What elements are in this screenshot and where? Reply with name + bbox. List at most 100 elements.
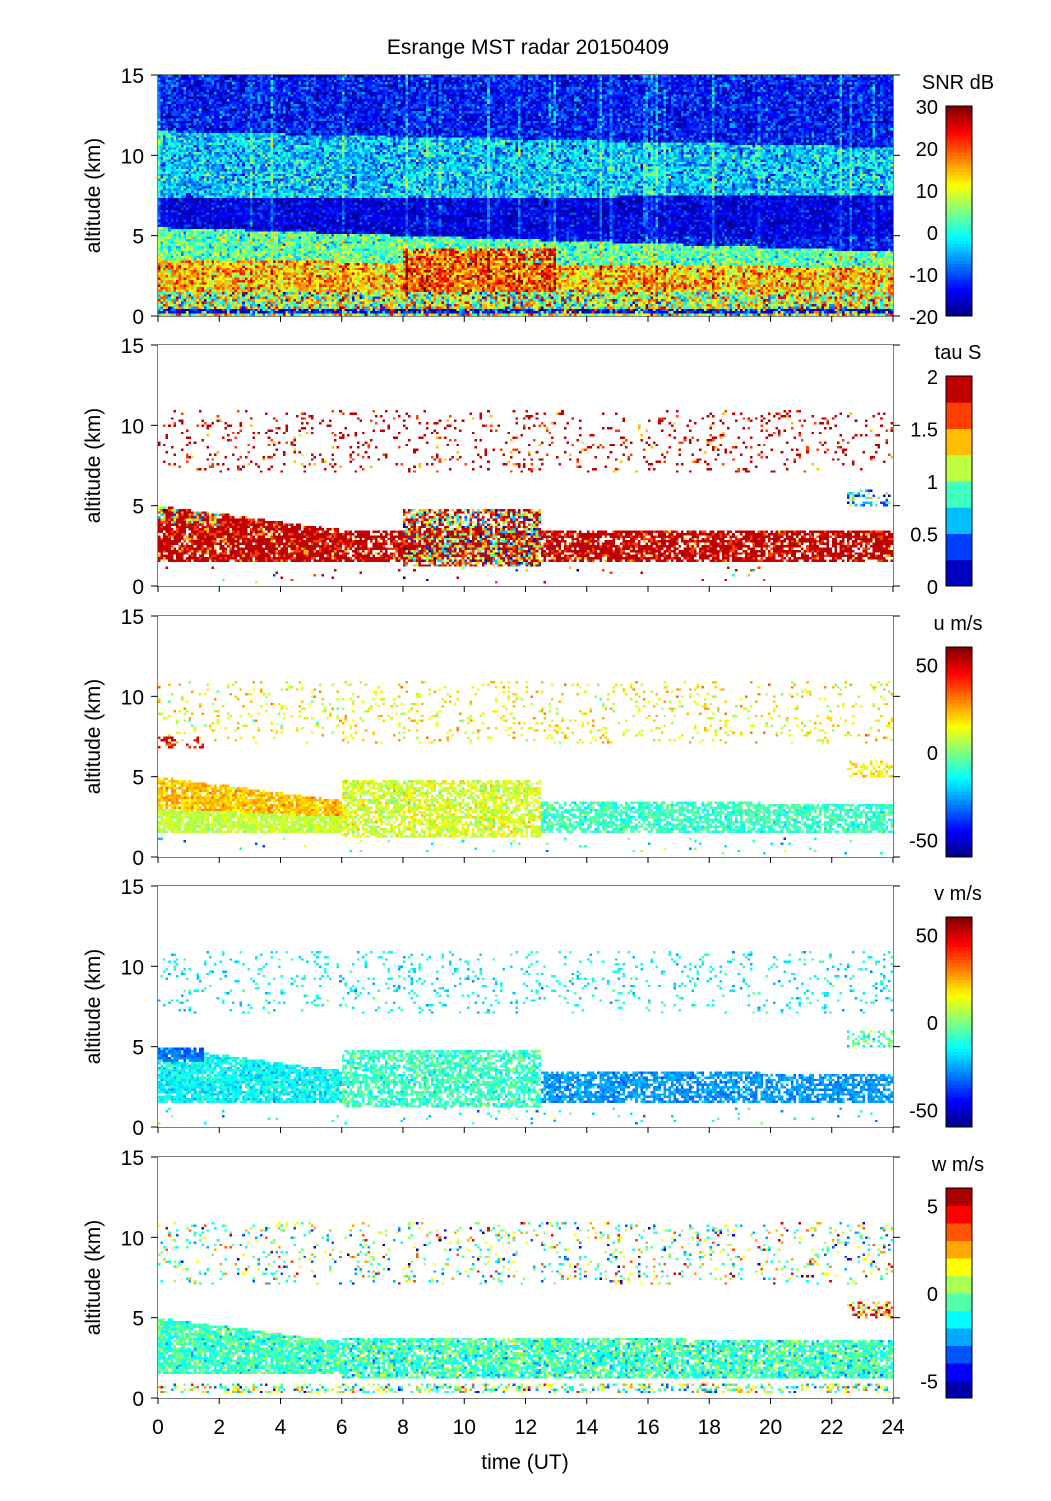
colorbar-segment bbox=[946, 273, 972, 278]
colorbar-segment bbox=[946, 155, 972, 159]
colorbar-segment bbox=[946, 214, 972, 219]
colorbar-segment bbox=[946, 293, 972, 297]
colorbar-segment bbox=[946, 260, 972, 264]
colorbar-tick-label: 20 bbox=[916, 139, 938, 161]
colorbar-segment bbox=[946, 237, 972, 242]
colorbar-segment bbox=[946, 174, 972, 179]
colorbar-tick-label: -20 bbox=[909, 307, 938, 329]
y-tick-label: 5 bbox=[132, 226, 144, 249]
colorbar-label: u m/s bbox=[934, 613, 983, 635]
colorbar-segment bbox=[946, 768, 972, 773]
colorbar-segment bbox=[946, 1074, 972, 1079]
colorbar-segment bbox=[946, 1223, 972, 1241]
colorbar-segment bbox=[946, 811, 972, 815]
colorbar-segment bbox=[946, 656, 972, 661]
colorbar-segment bbox=[946, 814, 972, 819]
y-axis-label: altitude (km) bbox=[82, 408, 105, 524]
colorbar-segment bbox=[946, 985, 972, 990]
colorbar-segment bbox=[946, 1048, 972, 1053]
colorbar-segment bbox=[946, 725, 972, 730]
colorbar-segment bbox=[946, 774, 972, 779]
colorbar-segment bbox=[946, 1028, 972, 1033]
colorbar-segment bbox=[946, 771, 972, 776]
x-tick-label: 0 bbox=[152, 1416, 164, 1439]
colorbar-segment bbox=[946, 673, 972, 678]
colorbar-tick-label: 50 bbox=[916, 926, 938, 948]
colorbar-segment bbox=[946, 969, 972, 974]
colorbar-segment bbox=[946, 853, 972, 858]
y-tick-label: 0 bbox=[132, 1388, 144, 1411]
x-tick-label: 6 bbox=[336, 1416, 348, 1439]
colorbar-segment bbox=[946, 309, 972, 314]
colorbar-segment bbox=[946, 738, 972, 743]
colorbar-segment bbox=[946, 949, 972, 954]
colorbar-segment bbox=[946, 181, 972, 186]
colorbar-segment bbox=[946, 233, 972, 238]
y-tick-label: 5 bbox=[132, 767, 144, 790]
y-axis-label: altitude (km) bbox=[82, 949, 105, 1065]
colorbar-segment bbox=[946, 834, 972, 838]
y-tick-label: 5 bbox=[132, 1037, 144, 1060]
colorbar-segment bbox=[946, 847, 972, 851]
colorbar-segment bbox=[946, 650, 972, 655]
x-tick-label: 10 bbox=[453, 1416, 476, 1439]
colorbar-segment bbox=[946, 689, 972, 694]
colorbar-1: -20 -10 0 10 20 30 SNR dB bbox=[909, 72, 994, 329]
colorbar-segment bbox=[946, 745, 972, 750]
colorbar-segment bbox=[946, 122, 972, 127]
colorbar-tick-label: 10 bbox=[916, 181, 938, 203]
colorbar-segment bbox=[946, 676, 972, 681]
y-tick-label: 10 bbox=[121, 1227, 144, 1250]
colorbar-segment bbox=[946, 119, 972, 123]
colorbar-tick-label: 30 bbox=[916, 97, 938, 119]
colorbar-segment bbox=[946, 1058, 972, 1062]
colorbar-segment bbox=[946, 801, 972, 805]
colorbar-tick-label: -50 bbox=[909, 1101, 938, 1123]
colorbar-segment bbox=[946, 227, 972, 232]
colorbar-segment bbox=[946, 184, 972, 189]
colorbar-segment bbox=[946, 758, 972, 763]
colorbar-tick-label: 0 bbox=[927, 577, 938, 599]
colorbar-segment bbox=[946, 279, 972, 284]
colorbar-segment bbox=[946, 428, 972, 456]
colorbar-segment bbox=[946, 112, 972, 117]
colorbar-segment bbox=[946, 1107, 972, 1112]
x-tick-label: 2 bbox=[213, 1416, 225, 1439]
colorbar-segment bbox=[946, 1071, 972, 1075]
colorbar-segment bbox=[946, 299, 972, 304]
colorbar-segment bbox=[946, 709, 972, 714]
colorbar-segment bbox=[946, 302, 972, 307]
colorbar-segment bbox=[946, 1328, 972, 1346]
colorbar-segment bbox=[946, 794, 972, 799]
colorbar-segment bbox=[946, 692, 972, 697]
colorbar-segment bbox=[946, 660, 972, 664]
colorbar-segment bbox=[946, 679, 972, 684]
colorbar-segment bbox=[946, 230, 972, 235]
colorbar-tick-label: -5 bbox=[920, 1372, 938, 1394]
colorbar-segment bbox=[946, 820, 972, 825]
colorbar-segment bbox=[946, 283, 972, 287]
colorbar-segment bbox=[946, 837, 972, 842]
colorbar-segment bbox=[946, 982, 972, 987]
colorbar-segment bbox=[946, 204, 972, 209]
colorbar-segment bbox=[946, 1094, 972, 1098]
colorbar-segment bbox=[946, 788, 972, 792]
colorbar-segment bbox=[946, 247, 972, 251]
colorbar-segment bbox=[946, 827, 972, 832]
colorbar-segment bbox=[946, 663, 972, 668]
colorbar-frame bbox=[945, 375, 973, 587]
colorbar-segment bbox=[946, 128, 972, 133]
colorbar-4: -50 0 50 v m/s bbox=[909, 883, 982, 1128]
colorbar-segment bbox=[946, 953, 972, 957]
colorbar-tick-label: 50 bbox=[916, 656, 938, 678]
colorbar-segment bbox=[946, 686, 972, 691]
colorbar-segment bbox=[946, 507, 972, 534]
colorbar-segment bbox=[946, 106, 972, 110]
colorbar-segment bbox=[946, 306, 972, 310]
colorbar-segment bbox=[946, 830, 972, 835]
colorbar-segment bbox=[946, 1240, 972, 1259]
colorbar-segment bbox=[946, 995, 972, 1000]
colorbar-segment bbox=[946, 171, 972, 176]
colorbar-segment bbox=[946, 1012, 972, 1016]
colorbar-segment bbox=[946, 669, 972, 674]
